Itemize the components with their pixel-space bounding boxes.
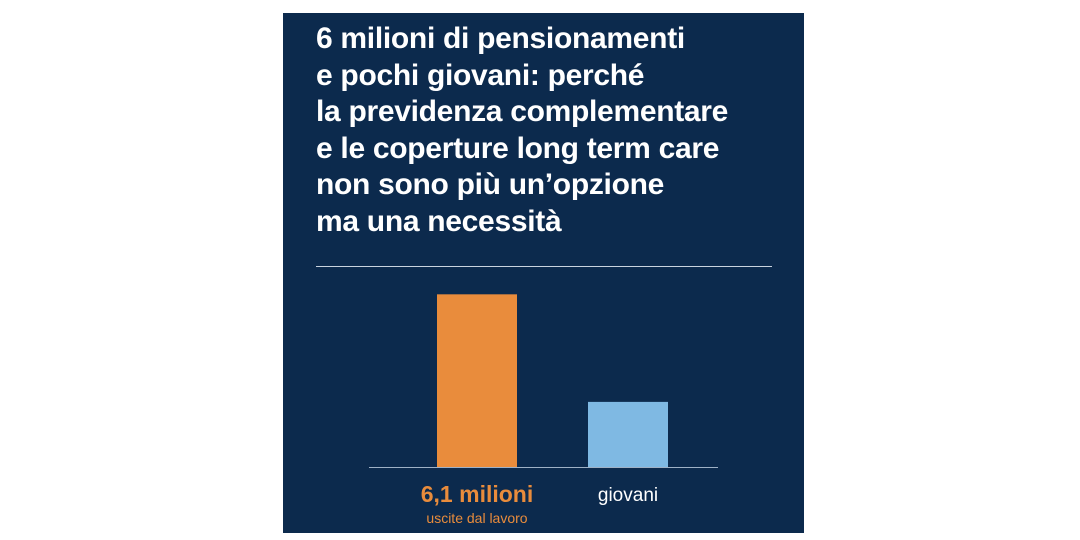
headline: 6 milioni di pensionamenti e pochi giova… (316, 21, 796, 240)
bar-giovani (588, 401, 668, 467)
headline-line: e pochi giovani: perché (316, 58, 645, 92)
bar-chart: 6,1 milioni uscite dal lavoro giovani (369, 294, 718, 526)
infographic-card: 6 milioni di pensionamenti e pochi giova… (283, 13, 804, 533)
headline-line: 6 milioni di pensionamenti (316, 22, 685, 55)
bar-uscite-dal-lavoro (437, 294, 517, 467)
divider (316, 266, 772, 267)
headline-line: ma una necessità (316, 204, 562, 238)
headline-line: e le coperture long term care (316, 131, 720, 165)
category-label-giovani: giovani (598, 485, 658, 506)
headline-line: non sono più un’opzione (316, 168, 665, 201)
value-label-uscite: 6,1 milioni (421, 481, 533, 507)
headline-line: la previdenza complementare (316, 95, 729, 128)
category-label-uscite: uscite dal lavoro (426, 510, 527, 526)
